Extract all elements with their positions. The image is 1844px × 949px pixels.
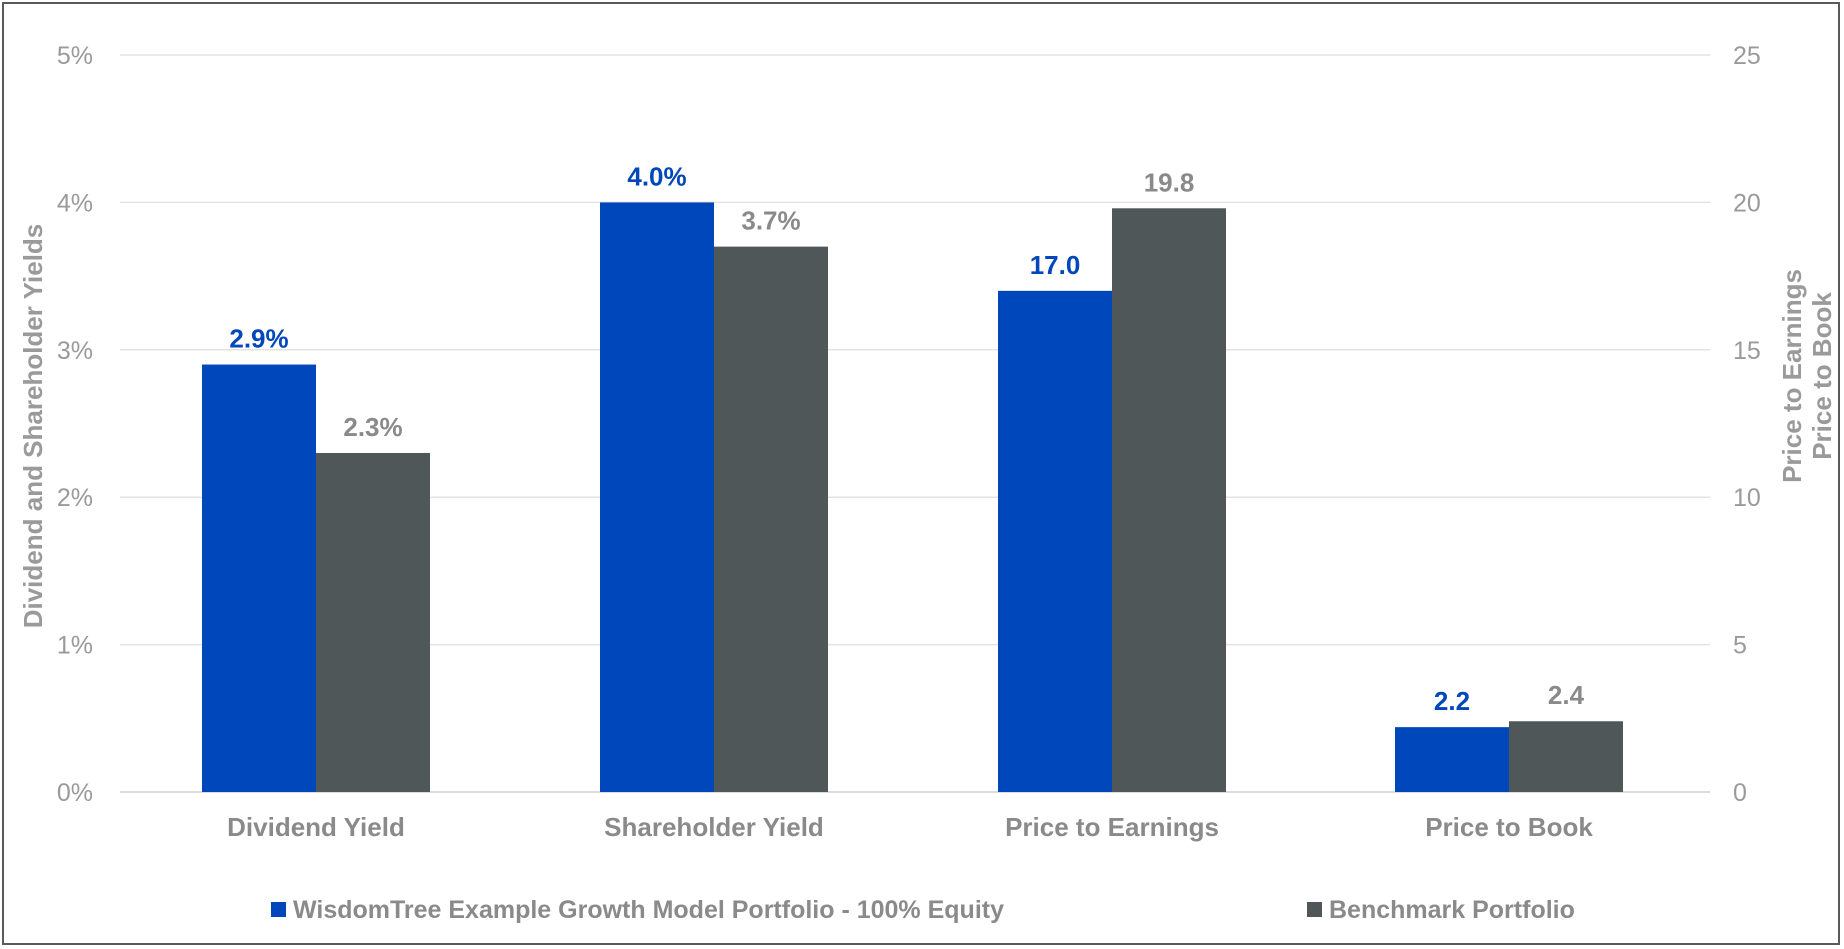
legend-swatch-portfolio	[271, 902, 286, 917]
data-label-0-0: 2.9%	[229, 324, 288, 354]
left-tick-label: 4%	[57, 189, 93, 217]
right-tick-label: 0	[1733, 779, 1747, 807]
left-tick-label: 3%	[57, 337, 93, 365]
bar-0-0	[202, 364, 316, 792]
data-label-2-0: 17.0	[1030, 250, 1081, 280]
legend-swatch-benchmark	[1307, 902, 1322, 917]
bar-3-1	[1509, 721, 1623, 792]
data-labels: 2.9% 2.3% 4.0% 3.7% 17.0 19.8 2.2 2.4	[229, 161, 1584, 716]
right-tick-label: 20	[1733, 189, 1761, 217]
category-label: Shareholder Yield	[604, 812, 824, 842]
left-tick-label: 1%	[57, 632, 93, 660]
bar-1-1	[714, 246, 828, 792]
right-tick-label: 10	[1733, 484, 1761, 512]
data-label-1-1: 3.7%	[741, 206, 800, 236]
right-axis-title-line-2: Price to Book	[1807, 292, 1837, 460]
legend: WisdomTree Example Growth Model Portfoli…	[271, 896, 1575, 924]
category-labels: Dividend Yield Shareholder Yield Price to …	[227, 812, 1593, 842]
right-tick-label: 25	[1733, 42, 1761, 70]
right-axis-ticks: 0 5 10 15 20 25	[1733, 42, 1761, 807]
bar-2-1	[1112, 208, 1226, 792]
bar-2-0	[998, 290, 1112, 792]
bars	[202, 202, 1623, 792]
left-axis-title: Dividend and Shareholder Yields	[18, 224, 48, 629]
data-label-2-1: 19.8	[1144, 167, 1195, 197]
category-label: Price to Book	[1425, 812, 1593, 842]
right-tick-label: 15	[1733, 337, 1761, 365]
data-label-1-0: 4.0%	[627, 161, 686, 191]
category-label: Dividend Yield	[227, 812, 405, 842]
category-label: Price to Earnings	[1005, 812, 1219, 842]
legend-label-portfolio: WisdomTree Example Growth Model Portfoli…	[293, 896, 1004, 924]
data-label-3-1: 2.4	[1548, 680, 1585, 710]
bar-0-1	[316, 452, 430, 792]
data-label-3-0: 2.2	[1434, 686, 1470, 716]
bar-1-0	[600, 202, 714, 792]
data-label-0-1: 2.3%	[343, 412, 402, 442]
left-tick-label: 2%	[57, 484, 93, 512]
left-axis-ticks: 0% 1% 2% 3% 4% 5%	[57, 42, 93, 807]
right-axis-title-line-1: Price to Earnings	[1777, 269, 1807, 483]
left-tick-label: 5%	[57, 42, 93, 70]
bar-3-0	[1395, 727, 1509, 792]
right-tick-label: 5	[1733, 632, 1747, 660]
left-tick-label: 0%	[57, 779, 93, 807]
legend-label-benchmark: Benchmark Portfolio	[1329, 896, 1575, 924]
